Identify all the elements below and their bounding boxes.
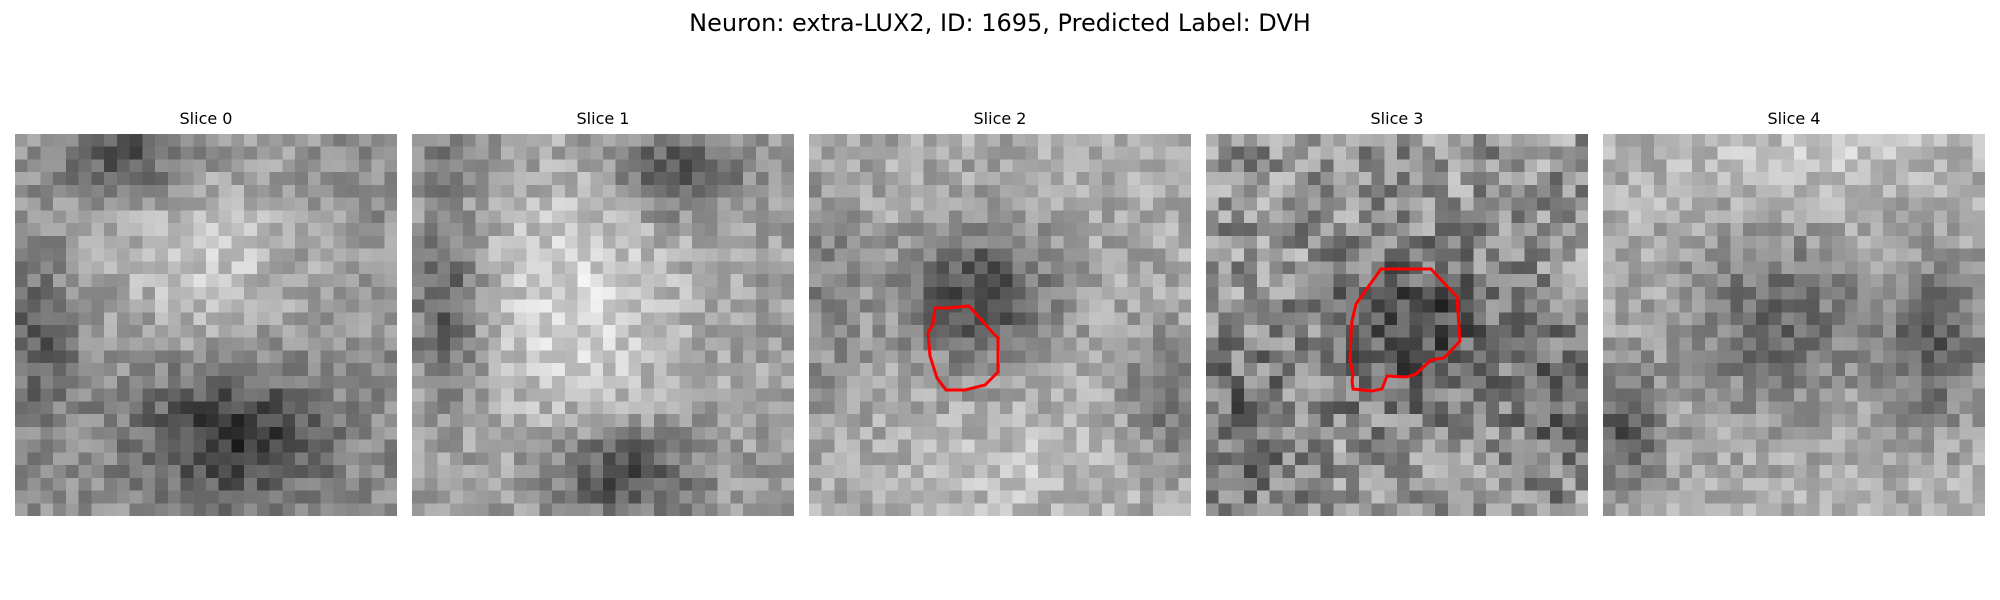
slice-title-1: Slice 1 <box>576 109 630 128</box>
slice-image-2 <box>809 134 1191 516</box>
slice-panel-2: Slice 2 <box>809 108 1191 516</box>
figure-title: Neuron: extra-LUX2, ID: 1695, Predicted … <box>689 9 1311 37</box>
slice-image-1 <box>412 134 794 516</box>
slice-image-4 <box>1603 134 1985 516</box>
slice-title-2: Slice 2 <box>973 109 1027 128</box>
slice-image-0 <box>15 134 397 516</box>
slice-title-0: Slice 0 <box>179 109 233 128</box>
slice-image-3 <box>1206 134 1588 516</box>
slice-panel-1: Slice 1 <box>412 108 794 516</box>
slice-title-4: Slice 4 <box>1767 109 1821 128</box>
slice-panel-4: Slice 4 <box>1603 108 1985 516</box>
slice-panel-3: Slice 3 <box>1206 108 1588 516</box>
slice-panel-0: Slice 0 <box>15 108 397 516</box>
slice-title-3: Slice 3 <box>1370 109 1424 128</box>
